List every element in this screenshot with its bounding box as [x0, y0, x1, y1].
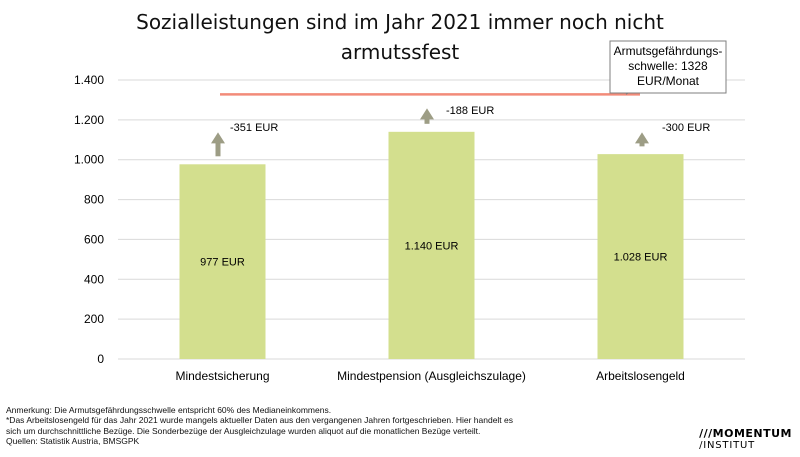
bar-value-label: 1.028 EUR: [614, 252, 668, 264]
threshold-callout-text: schwelle: 1328: [628, 59, 708, 73]
threshold-callout-box: [609, 40, 727, 94]
chart-title-line-2: armutssfest: [340, 40, 460, 64]
bar-value-label: 977 EUR: [200, 257, 245, 269]
footnote-data-2: sich um durchschnittliche Bezüge. Die So…: [6, 425, 481, 436]
bar: [597, 154, 684, 359]
footnote-data-1: *Das Arbeitslosengeld für das Jahr 2021 …: [6, 415, 514, 426]
y-tick-label: 1.200: [74, 113, 104, 127]
x-category-label: Arbeitslosengeld: [596, 369, 685, 383]
y-tick-label: 200: [84, 312, 104, 326]
y-tick-label: 0: [97, 352, 104, 366]
bar-chart: 0 200 400 600 800 1.000 1.200 1.400 977 EUR Minde…: [74, 40, 745, 383]
gap-label: -351 EUR: [230, 122, 278, 134]
threshold-callout-pointer: [625, 92, 629, 95]
footnote-annotation: Anmerkung: Die Armutsgefährdungsschwelle…: [6, 405, 332, 415]
footnote-sources: Quellen: Statistik Austria, BMSGPK: [6, 436, 140, 447]
x-category-label: Mindestsicherung: [175, 369, 269, 383]
y-tick-label: 400: [84, 272, 104, 286]
gap-label: -300 EUR: [662, 122, 710, 134]
threshold-callout-text: EUR/Monat: [637, 74, 700, 88]
gap-arrow: [420, 108, 434, 124]
logo-line-1: ///MOMENTUM: [699, 427, 792, 440]
gap-label: -188 EUR: [446, 105, 494, 117]
y-tick-label: 600: [84, 232, 104, 246]
bar: [388, 131, 475, 359]
logo-slash-icon: /: [699, 440, 704, 451]
x-category-label: Mindestpension (Ausgleichszulage): [337, 369, 526, 383]
threshold-callout-text: Armutsgefährdungs-: [614, 44, 723, 58]
gap-arrow: [635, 132, 649, 147]
y-tick-label: 1.400: [74, 73, 104, 87]
y-tick-label: 1.000: [74, 153, 104, 167]
gap-arrow: [211, 132, 225, 157]
logo-line-2: /INSTITUT: [699, 440, 756, 451]
bar: [179, 164, 266, 359]
chart-title-line-1: Sozialleistungen sind im Jahr 2021 immer…: [136, 10, 664, 34]
bar-value-label: 1.140 EUR: [405, 240, 459, 252]
y-tick-label: 800: [84, 193, 104, 207]
momentum-institut-logo: ///MOMENTUM /INSTITUT: [699, 428, 792, 452]
logo-slashes-icon: ///: [699, 427, 713, 440]
footnotes: Anmerkung: Die Armutsgefährdungsschwelle…: [6, 405, 606, 447]
